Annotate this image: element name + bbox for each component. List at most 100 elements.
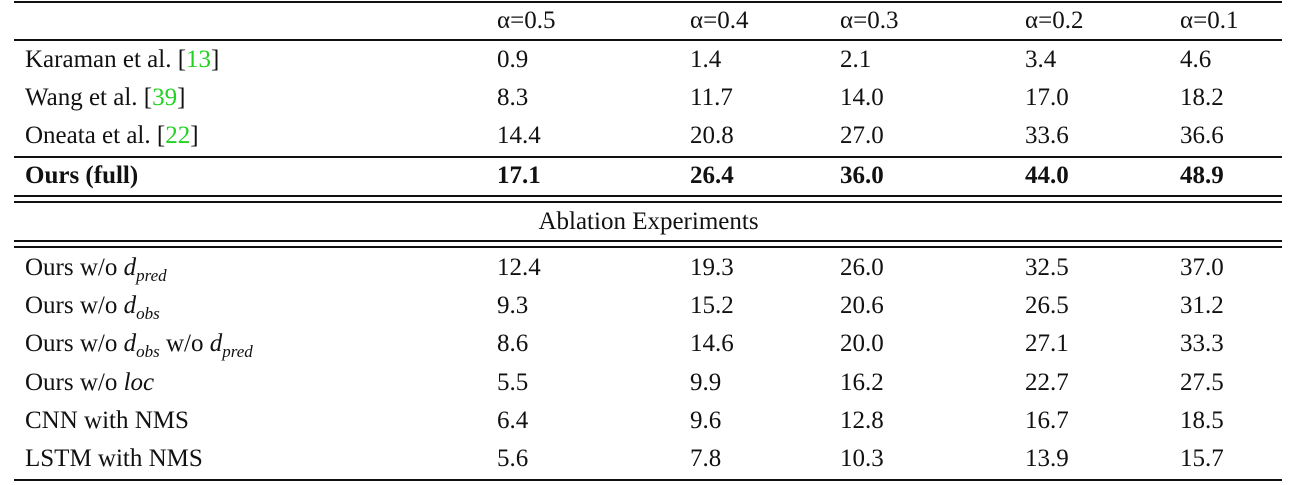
method-name: CNN with NMS: [25, 407, 189, 434]
ablation-top-rule-2: [14, 201, 1282, 203]
top-rule: [14, 1, 1282, 3]
table-row: Ours w/o dobs w/o dpred 8.6 14.6 20.0 27…: [0, 325, 1297, 363]
table-row: Ours w/o dpred 12.4 19.3 26.0 32.5 37.0: [0, 249, 1297, 287]
value-cell: 18.2: [1180, 84, 1224, 111]
ablation-top-rule-1: [14, 195, 1282, 197]
bracket: ]: [211, 46, 220, 73]
table-row: Wang et al. [39] 8.3 11.7 14.0 17.0 18.2: [0, 79, 1297, 117]
value-cell: 26.4: [690, 162, 734, 189]
value-cell: 20.6: [840, 292, 884, 319]
value-cell: 27.0: [840, 122, 884, 149]
value-cell: 13.9: [1025, 445, 1069, 472]
header-alpha-0.1: α=0.1: [1180, 7, 1239, 34]
math-subscript: pred: [222, 342, 253, 361]
value-cell: 9.3: [497, 292, 529, 319]
header-alpha-0.4: α=0.4: [690, 7, 749, 34]
header-alpha-0.5: α=0.5: [497, 7, 556, 34]
math-subscript: pred: [136, 266, 167, 285]
value-cell: 16.7: [1025, 407, 1069, 434]
value-cell: 17.0: [1025, 84, 1069, 111]
ablation-title-row: Ablation Experiments: [0, 203, 1297, 241]
table-row: Karaman et al. [13] 0.9 1.4 2.1 3.4 4.6: [0, 41, 1297, 79]
value-cell: 12.4: [497, 254, 541, 281]
math-var: d: [123, 254, 137, 281]
citation-link[interactable]: 39: [152, 84, 178, 111]
value-cell: 12.8: [840, 407, 884, 434]
value-cell: 36.6: [1180, 122, 1224, 149]
value-cell: 19.3: [690, 254, 734, 281]
value-cell: 5.6: [497, 445, 529, 472]
value-cell: 5.5: [497, 369, 529, 396]
math-var: d: [209, 330, 223, 357]
value-cell: 20.0: [840, 330, 884, 357]
value-cell: 9.9: [690, 369, 722, 396]
value-cell: 26.5: [1025, 292, 1069, 319]
value-cell: 33.6: [1025, 122, 1069, 149]
table-row: CNN with NMS 6.4 9.6 12.8 16.7 18.5: [0, 402, 1297, 440]
math-var: d: [123, 330, 137, 357]
table-row: Oneata et al. [22] 14.4 20.8 27.0 33.6 3…: [0, 117, 1297, 155]
value-cell: 10.3: [840, 445, 884, 472]
math-var: loc: [123, 369, 155, 396]
ours-full-row: Ours (full) 17.1 26.4 36.0 44.0 48.9: [0, 157, 1297, 195]
value-cell: 31.2: [1180, 292, 1224, 319]
math-subscript: obs: [136, 304, 160, 323]
value-cell: 7.8: [690, 445, 722, 472]
method-prefix: Ours w/o: [25, 292, 124, 319]
ablation-bottom-rule-2: [14, 246, 1282, 248]
value-cell: 20.8: [690, 122, 734, 149]
value-cell: 6.4: [497, 407, 529, 434]
value-cell: 48.9: [1180, 162, 1224, 189]
table-header: α=0.5 α=0.4 α=0.3 α=0.2 α=0.1: [0, 2, 1297, 40]
method-prefix: Ours w/o: [25, 254, 124, 281]
value-cell: 26.0: [840, 254, 884, 281]
ablation-bottom-rule-1: [14, 240, 1282, 242]
table-row: LSTM with NMS 5.6 7.8 10.3 13.9 15.7: [0, 440, 1297, 478]
citation-link[interactable]: 22: [165, 122, 191, 149]
method-cell: Oneata et al. [22]: [25, 117, 199, 155]
value-cell: 37.0: [1180, 254, 1224, 281]
method-cell: Wang et al. [39]: [25, 79, 185, 117]
value-cell: 14.4: [497, 122, 541, 149]
value-cell: 36.0: [840, 162, 884, 189]
value-cell: 18.5: [1180, 407, 1224, 434]
value-cell: 9.6: [690, 407, 722, 434]
value-cell: 22.7: [1025, 369, 1069, 396]
ablation-title: Ablation Experiments: [538, 208, 759, 235]
value-cell: 3.4: [1025, 46, 1057, 73]
citation-link[interactable]: 13: [186, 46, 212, 73]
header-rule: [14, 39, 1282, 41]
value-cell: 33.3: [1180, 330, 1224, 357]
method-name: Karaman et al. [: [25, 46, 187, 73]
method-cell: Ours w/o loc: [25, 364, 154, 402]
value-cell: 2.1: [840, 46, 872, 73]
method-prefix: Ours w/o: [25, 369, 124, 396]
bottom-rule: [14, 479, 1282, 481]
method-prefix: Ours w/o: [25, 330, 124, 357]
pre-ours-rule: [14, 156, 1282, 158]
value-cell: 8.6: [497, 330, 529, 357]
math-var: d: [123, 292, 137, 319]
table-row: Ours w/o dobs 9.3 15.2 20.6 26.5 31.2: [0, 287, 1297, 325]
value-cell: 0.9: [497, 46, 529, 73]
method-cell: Ours w/o dpred: [25, 249, 167, 289]
value-cell: 15.2: [690, 292, 734, 319]
value-cell: 4.6: [1180, 46, 1212, 73]
method-name: Oneata et al. [: [25, 122, 166, 149]
method-cell: Ours w/o dobs w/o dpred: [25, 325, 253, 365]
value-cell: 15.7: [1180, 445, 1224, 472]
table-row: Ours w/o loc 5.5 9.9 16.2 22.7 27.5: [0, 364, 1297, 402]
value-cell: 17.1: [497, 162, 541, 189]
value-cell: 27.5: [1180, 369, 1224, 396]
value-cell: 44.0: [1025, 162, 1069, 189]
header-alpha-0.3: α=0.3: [840, 7, 899, 34]
method-cell: Karaman et al. [13]: [25, 41, 219, 79]
method-name: Ours (full): [25, 162, 139, 189]
value-cell: 11.7: [690, 84, 733, 111]
value-cell: 14.6: [690, 330, 734, 357]
bracket: ]: [177, 84, 186, 111]
value-cell: 8.3: [497, 84, 529, 111]
math-subscript: obs: [136, 342, 160, 361]
value-cell: 1.4: [690, 46, 722, 73]
method-name: Wang et al. [: [25, 84, 153, 111]
